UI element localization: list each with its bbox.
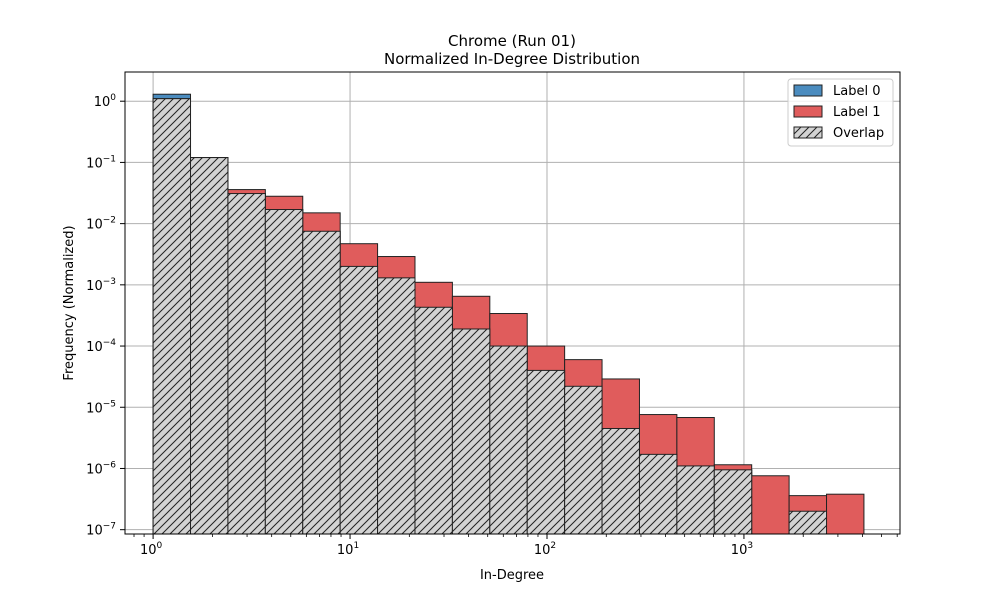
y-tick-label: 10−6 xyxy=(86,460,116,477)
bar-overlap xyxy=(564,385,603,534)
y-tick-label: 10−7 xyxy=(86,522,116,539)
y-axis-ticks: 10−7 10−6 10−5 10−4 10−3 10−2 10−1 100 xyxy=(86,93,125,539)
bar-overlap xyxy=(451,328,491,534)
y-tick-label: 10−2 xyxy=(86,216,116,233)
y-tick-label: 100 xyxy=(94,93,117,110)
bar-overlap xyxy=(676,465,715,534)
legend-label-1: Label 1 xyxy=(833,105,880,120)
bar-label-1 xyxy=(826,493,865,534)
bar-overlap xyxy=(414,306,453,534)
y-tick-label: 10−5 xyxy=(86,399,116,416)
legend: Label 0 Label 1 Overlap xyxy=(787,78,894,147)
y-tick-label: 10−1 xyxy=(86,154,116,171)
bar-overlap xyxy=(713,469,753,534)
bar-overlap xyxy=(377,277,416,534)
legend-swatch-overlap xyxy=(793,126,823,139)
bar-overlap xyxy=(339,265,379,534)
bar-overlap xyxy=(264,209,304,534)
bar-overlap xyxy=(302,230,341,534)
bar-overlap xyxy=(227,193,266,534)
legend-label-0: Label 0 xyxy=(833,84,880,99)
legend-swatch-label-1 xyxy=(793,105,823,118)
chart-title: Chrome (Run 01) xyxy=(448,32,576,50)
x-axis-ticks: 100 101 102 103 xyxy=(133,534,898,558)
x-tick-label: 102 xyxy=(534,541,556,558)
y-axis-label: Frequency (Normalized) xyxy=(62,225,77,380)
bar-label-1 xyxy=(751,475,790,534)
bar-overlap xyxy=(788,510,828,534)
bar-overlap xyxy=(152,98,192,534)
bar-overlap xyxy=(489,345,528,534)
legend-label-overlap: Overlap xyxy=(833,126,884,141)
y-tick-label: 10−4 xyxy=(86,338,116,355)
bar-overlap xyxy=(601,427,640,534)
bar-overlap xyxy=(190,157,229,534)
x-tick-label: 101 xyxy=(337,541,359,558)
x-axis-label: In-Degree xyxy=(480,568,544,583)
chart-subtitle: Normalized In-Degree Distribution xyxy=(384,50,640,68)
bar-overlap xyxy=(638,453,678,534)
bar-overlap xyxy=(526,369,566,534)
x-tick-label: 100 xyxy=(140,541,163,558)
plot-frame xyxy=(124,71,901,535)
legend-swatch-label-0 xyxy=(793,84,823,97)
y-tick-label: 10−3 xyxy=(86,277,116,294)
bars-layer xyxy=(152,93,865,534)
x-tick-label: 103 xyxy=(731,541,753,558)
